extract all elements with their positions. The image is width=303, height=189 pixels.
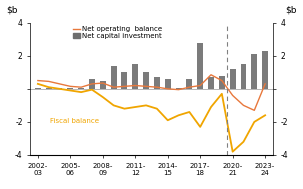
Bar [143, 72, 149, 89]
Text: $b: $b [6, 6, 18, 15]
Bar [197, 43, 203, 89]
Bar [230, 69, 236, 89]
Bar [67, 88, 73, 89]
Text: Fiscal balance: Fiscal balance [50, 118, 99, 124]
Bar [78, 88, 84, 89]
Bar [57, 88, 62, 89]
Bar [219, 76, 225, 89]
Legend: Net operating  balance, Net capital investment: Net operating balance, Net capital inves… [70, 23, 165, 42]
Text: $b: $b [285, 6, 297, 15]
Bar [186, 79, 192, 89]
Bar [122, 72, 128, 89]
Bar [46, 88, 52, 89]
Bar [111, 66, 117, 89]
Bar [165, 79, 171, 89]
Bar [208, 77, 214, 89]
Bar [251, 54, 257, 89]
Bar [241, 64, 246, 89]
Bar [132, 64, 138, 89]
Bar [89, 79, 95, 89]
Bar [175, 88, 181, 89]
Bar [262, 51, 268, 89]
Bar [154, 77, 160, 89]
Bar [35, 88, 41, 89]
Bar [100, 81, 106, 89]
